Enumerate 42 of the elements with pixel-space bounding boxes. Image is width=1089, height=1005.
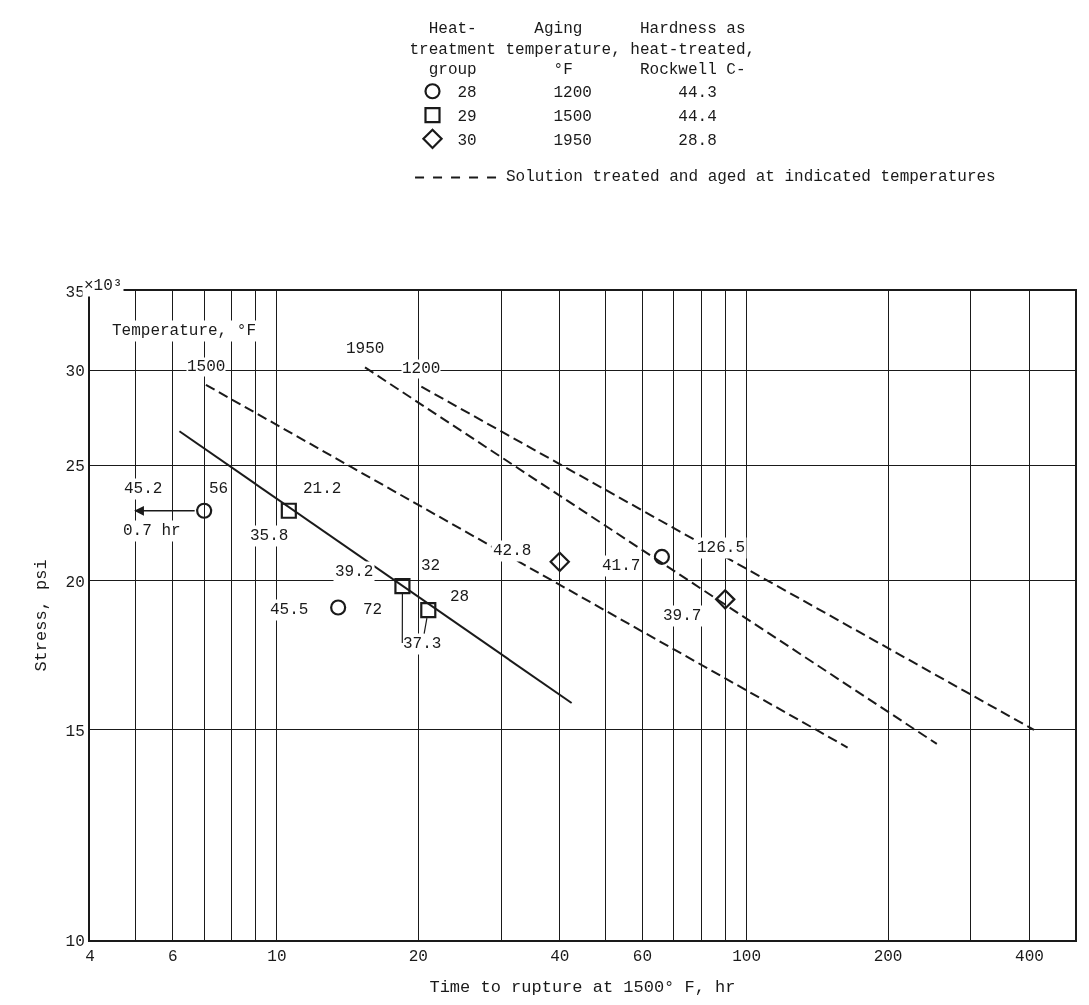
annotation: 45.5: [270, 601, 309, 619]
annotation: 126.5: [697, 539, 746, 557]
annotation: 28: [450, 588, 470, 606]
annotation: 0.7 hr: [123, 522, 181, 540]
series-label: 1950: [346, 340, 385, 358]
annotation: 72: [363, 601, 383, 619]
x-tick-label: 20: [408, 948, 428, 967]
series-label: 1500: [187, 358, 226, 376]
legend-label: 29 1500 44.4: [457, 108, 717, 127]
annotation: 42.8: [493, 542, 532, 560]
annotation: 37.3: [403, 635, 442, 653]
annotation: 39.7: [663, 607, 702, 625]
series-label: 1200: [402, 360, 441, 378]
annotation: 39.2: [335, 563, 374, 581]
legend-label: 30 1950 28.8: [457, 132, 717, 151]
annotation: 35.8: [250, 527, 289, 545]
x-tick-label: 100: [732, 948, 762, 967]
y-tick-label: 10: [65, 932, 85, 951]
x-tick-label: 60: [632, 948, 653, 967]
x-tick-label: 200: [873, 948, 903, 967]
legend-title: Heat- Aging Hardness as treatment temperature, heat-treated, group °F Rockwell C-: [409, 19, 756, 80]
y-axis-title: Stress, psi: [31, 559, 51, 672]
x-tick-label: 4: [85, 948, 95, 967]
annotation: Temperature, °F: [112, 322, 257, 340]
annotation: 32: [421, 557, 441, 575]
y-tick-label: 25: [65, 457, 85, 476]
x-tick-label: 10: [267, 948, 287, 967]
text: Solution treated and aged at indicated temperatures: [506, 168, 996, 186]
x-tick-label: 400: [1015, 948, 1044, 967]
y-tick-label: 20: [65, 573, 85, 592]
y-tick-label: 15: [65, 722, 85, 741]
x-axis-title: Time to rupture at 1500° F, hr: [429, 978, 736, 998]
x-tick-label: 6: [167, 948, 178, 967]
annotation: 56: [209, 480, 229, 498]
x-tick-label: 40: [550, 948, 570, 967]
annotation: 21.2: [303, 480, 342, 498]
legend-label: 28 1200 44.3: [457, 84, 717, 103]
y-tick-label: 30: [65, 363, 85, 382]
annotation: 41.7: [602, 557, 641, 575]
y-tick-label: 35: [65, 283, 85, 302]
annotation: 45.2: [124, 480, 163, 498]
annotation: ×10³: [84, 277, 123, 295]
